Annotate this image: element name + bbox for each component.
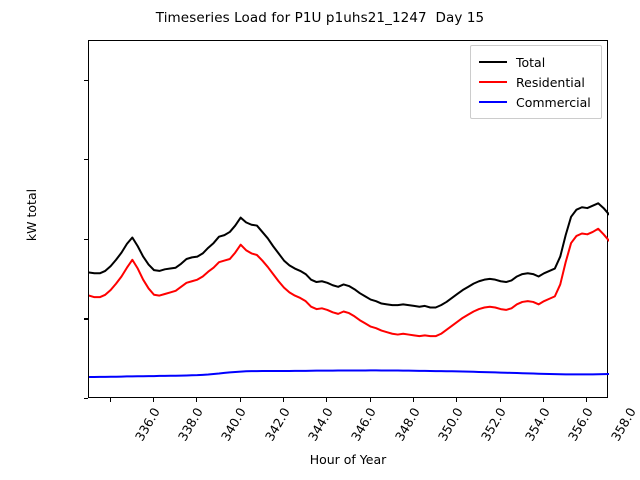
x-tick-label: 340.0 <box>218 405 250 444</box>
y-tick-mark <box>84 398 88 400</box>
legend-swatch-commercial <box>479 101 507 103</box>
x-axis-label: Hour of Year <box>309 452 387 467</box>
x-tick-mark <box>369 398 371 402</box>
x-tick-mark <box>153 398 155 402</box>
x-tick-label: 350.0 <box>434 405 466 444</box>
x-tick-label: 342.0 <box>261 405 293 444</box>
y-tick-mark <box>84 79 88 81</box>
y-tick-mark <box>84 159 88 161</box>
x-tick-label: 338.0 <box>174 405 206 444</box>
x-tick-mark <box>499 398 501 402</box>
x-tick-mark <box>326 398 328 402</box>
x-tick-mark <box>413 398 415 402</box>
x-tick-label: 348.0 <box>391 405 423 444</box>
legend-swatch-total <box>479 61 507 63</box>
y-tick-mark <box>84 318 88 320</box>
x-tick-mark <box>196 398 198 402</box>
x-tick-mark <box>283 398 285 402</box>
series-line-residential <box>89 227 609 338</box>
x-tick-mark <box>109 398 111 402</box>
x-tick-label: 346.0 <box>348 405 380 444</box>
legend-label-commercial: Commercial <box>516 94 591 110</box>
legend-swatch-residential <box>479 81 507 83</box>
x-tick-label: 336.0 <box>131 405 163 444</box>
legend-item-residential: Residential <box>479 72 593 92</box>
plot-lines <box>89 202 609 379</box>
x-tick-mark <box>586 398 588 402</box>
y-tick-mark <box>84 238 88 240</box>
x-tick-label: 344.0 <box>304 405 336 444</box>
series-line-commercial <box>89 369 609 379</box>
x-tick-label: 356.0 <box>564 405 596 444</box>
series-line-total <box>89 202 609 309</box>
x-tick-label: 352.0 <box>478 405 510 444</box>
chart-title: Timeseries Load for P1U p1uhs21_1247 Day… <box>155 10 485 26</box>
y-axis-label: kW total <box>24 188 39 242</box>
legend-label-total: Total <box>516 54 546 70</box>
legend-label-residential: Residential <box>516 74 585 90</box>
x-tick-mark <box>456 398 458 402</box>
chart-legend: Total Residential Commercial <box>470 45 602 119</box>
x-tick-mark <box>543 398 545 402</box>
legend-item-commercial: Commercial <box>479 92 593 112</box>
x-tick-label: 354.0 <box>521 405 553 444</box>
legend-item-total: Total <box>479 52 593 72</box>
x-tick-mark <box>239 398 241 402</box>
x-tick-label: 358.0 <box>608 405 640 444</box>
